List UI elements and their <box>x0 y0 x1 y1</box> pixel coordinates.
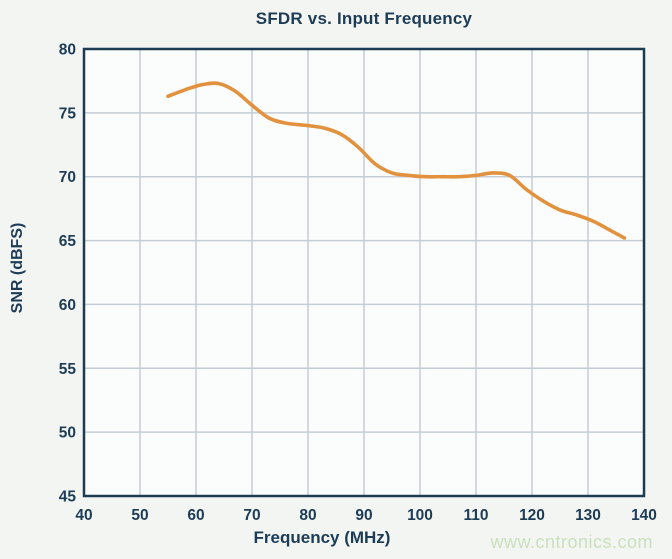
watermark-text: www.cntronics.com <box>490 532 653 552</box>
y-tick-label: 50 <box>59 425 76 442</box>
x-tick-label: 50 <box>131 507 148 524</box>
x-tick-label: 110 <box>463 507 488 524</box>
x-tick-label: 90 <box>355 507 372 524</box>
y-tick-label: 60 <box>59 297 76 314</box>
x-tick-label: 80 <box>299 507 316 524</box>
y-tick-label: 70 <box>59 169 76 186</box>
plot-border <box>82 47 646 498</box>
y-tick-label: 55 <box>59 361 77 378</box>
y-tick-label: 80 <box>59 42 76 59</box>
x-axis-label: Frequency (MHz) <box>253 528 391 547</box>
x-tick-label: 60 <box>187 507 204 524</box>
y-tick-label: 65 <box>59 233 77 250</box>
y-tick-label: 45 <box>59 489 77 506</box>
y-tick-label: 75 <box>59 105 77 122</box>
x-tick-label: 40 <box>75 507 92 524</box>
x-tick-label: 120 <box>519 507 545 524</box>
x-tick-label: 130 <box>575 507 601 524</box>
x-tick-label: 70 <box>243 507 260 524</box>
x-tick-label: 100 <box>407 507 433 524</box>
sfdr-curve <box>166 81 627 240</box>
chart-title: SFDR vs. Input Frequency <box>255 9 473 28</box>
x-tick-label: 140 <box>631 507 657 524</box>
